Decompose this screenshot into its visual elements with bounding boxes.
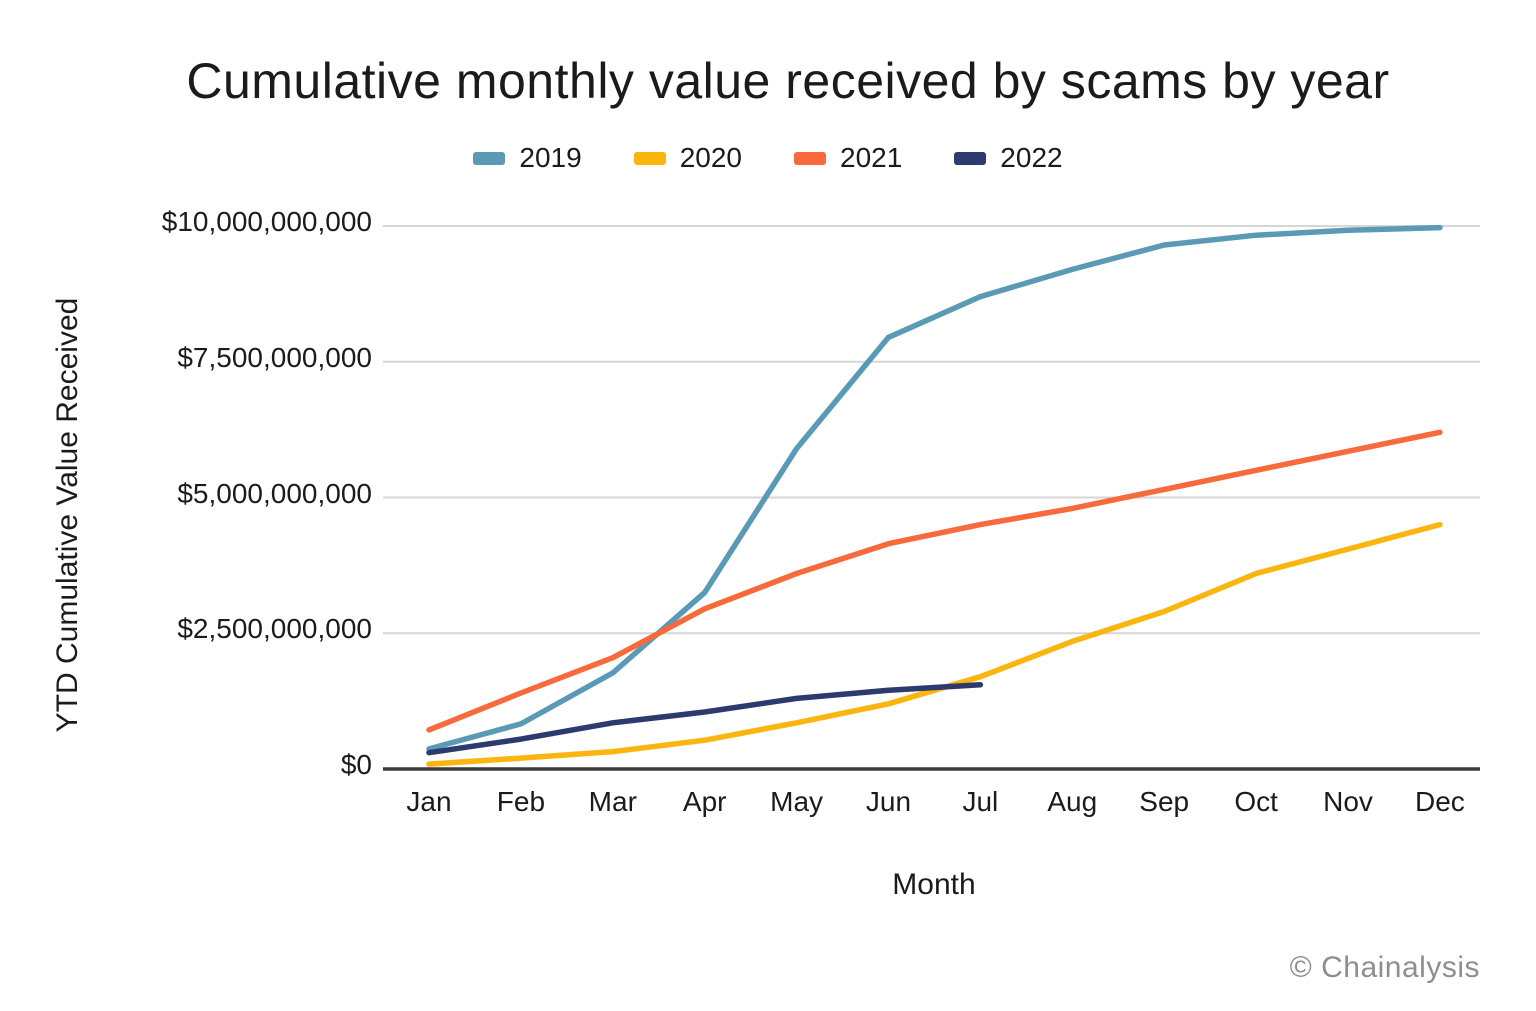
legend-item-2022: 2022: [954, 142, 1063, 174]
watermark: © Chainalysis: [1289, 951, 1480, 984]
x-tick-label: Jun: [865, 786, 912, 817]
y-tick-label: $2,500,000,000: [177, 613, 372, 645]
legend: 2019 2020 2021 2022: [0, 142, 1536, 174]
chart-title: Cumulative monthly value received by sca…: [186, 53, 1390, 109]
legend-label-2019: 2019: [519, 142, 582, 173]
x-tick-label: Dec: [1414, 786, 1465, 817]
legend-item-2019: 2019: [473, 142, 582, 174]
legend-swatch-2020: [633, 151, 666, 165]
legend-swatch-2021: [794, 151, 826, 165]
legend-item-2021: 2021: [794, 142, 902, 174]
legend-label-2022: 2022: [1000, 142, 1063, 173]
x-axis-title: Month: [892, 868, 976, 901]
series-line-2021: [426, 429, 1443, 733]
x-tick-label: Mar: [588, 786, 637, 817]
x-tick-label: Feb: [496, 786, 546, 817]
legend-label-2020: 2020: [679, 142, 742, 173]
y-tick-label: $10,000,000,000: [161, 206, 372, 237]
x-tick-label: Sep: [1139, 786, 1190, 817]
series-line-2019: [426, 224, 1443, 752]
x-tick-label: Apr: [682, 786, 727, 817]
y-tick-label: $5,000,000,000: [177, 477, 372, 509]
x-tick-label: Jul: [962, 786, 999, 817]
legend-swatch-2022: [954, 151, 987, 165]
legend-swatch-2019: [473, 151, 506, 165]
y-tick-label: $7,500,000,000: [177, 341, 372, 373]
x-tick-label: Aug: [1047, 786, 1098, 817]
y-tick-label: $0: [340, 749, 372, 780]
x-tick-label: May: [770, 786, 824, 817]
x-tick-label: Oct: [1234, 786, 1278, 817]
legend-label-2021: 2021: [840, 142, 903, 173]
legend-item-2020: 2020: [633, 142, 742, 174]
x-tick-label: Jan: [406, 786, 452, 817]
series-line-2022: [426, 682, 984, 756]
x-tick-label: Nov: [1323, 786, 1373, 817]
